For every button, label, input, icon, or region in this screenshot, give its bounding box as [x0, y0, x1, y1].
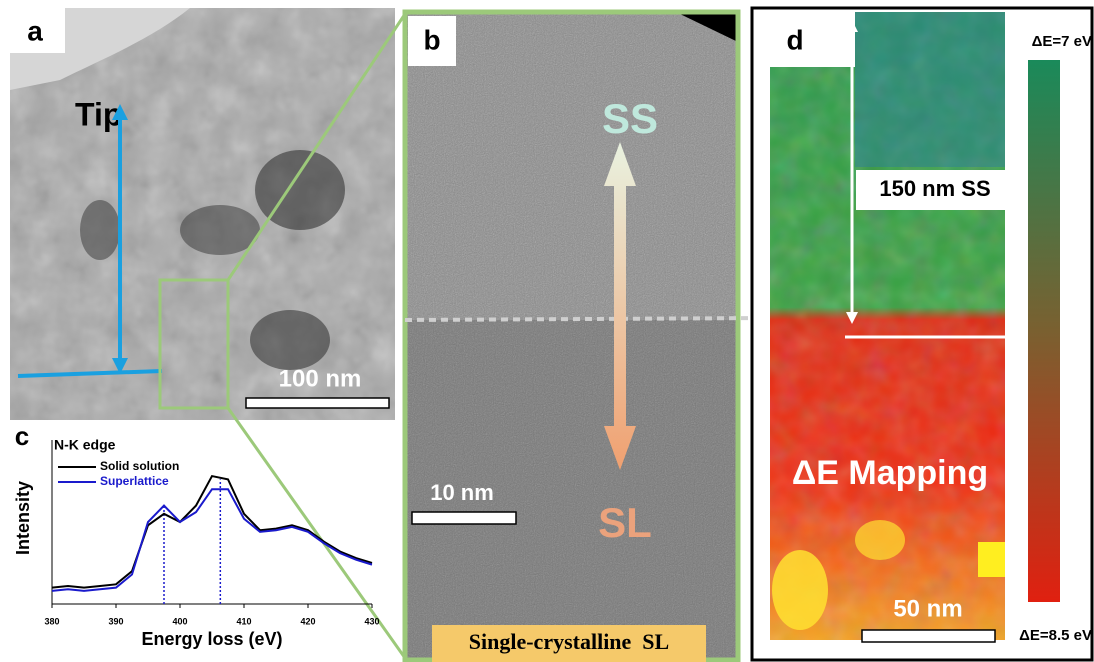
x-axis-label: Energy loss (eV) [141, 629, 282, 649]
hotspot [978, 542, 1005, 577]
series-line [52, 489, 372, 591]
x-tick-label: 380 [44, 616, 59, 626]
panel-label: a [27, 15, 43, 46]
scale-bar [412, 512, 516, 524]
x-tick-label: 400 [172, 616, 187, 626]
panel-c: c N-K edge Energy loss (eV) Intensity 38… [13, 421, 380, 649]
panel-label: c [15, 421, 29, 451]
figure: a Tip 100 nm b SS SL 10 nm Single-crysta… [0, 0, 1094, 662]
panel-a: a Tip 100 nm [10, 8, 395, 420]
scale-bar [246, 398, 389, 408]
chart-title: N-K edge [54, 437, 116, 453]
series-line [52, 476, 372, 588]
scale-bar [862, 630, 995, 642]
panel-b: b SS SL 10 nm Single-crystalline SL [405, 12, 770, 662]
particle [250, 310, 330, 370]
legend-label: Superlattice [100, 474, 169, 488]
legend-label: Solid solution [100, 459, 179, 473]
label-box [770, 12, 855, 67]
colorbar-bottom-label: ΔE=8.5 eV [1019, 627, 1092, 644]
scale-bar-label: 50 nm [893, 595, 962, 622]
sl-label: SL [598, 499, 652, 546]
y-axis-label: Intensity [13, 481, 33, 555]
mapping-label: ΔE Mapping [792, 454, 988, 492]
x-tick-label: 430 [364, 616, 379, 626]
region-label: 150 nm SS [879, 176, 990, 201]
hotspot [855, 520, 905, 560]
x-tick-label: 420 [300, 616, 315, 626]
x-tick-label: 390 [108, 616, 123, 626]
colorbar [1028, 60, 1060, 602]
scale-bar-label: 10 nm [430, 480, 494, 505]
ss-region [855, 12, 1005, 167]
panel-d: d 150 nm SS ΔE Mapping 50 nm ΔE=7 eV ΔE=… [752, 8, 1092, 660]
x-tick-label: 410 [236, 616, 251, 626]
colorbar-top-label: ΔE=7 eV [1032, 33, 1092, 50]
hotspot [772, 550, 828, 630]
panel-label: b [423, 24, 440, 55]
ss-label: SS [602, 95, 658, 142]
panel-label: d [786, 24, 803, 55]
caption: Single-crystalline SL [469, 629, 669, 654]
tip-label: Tip [75, 96, 122, 132]
scale-bar-label: 100 nm [279, 365, 362, 392]
particle [80, 200, 120, 260]
